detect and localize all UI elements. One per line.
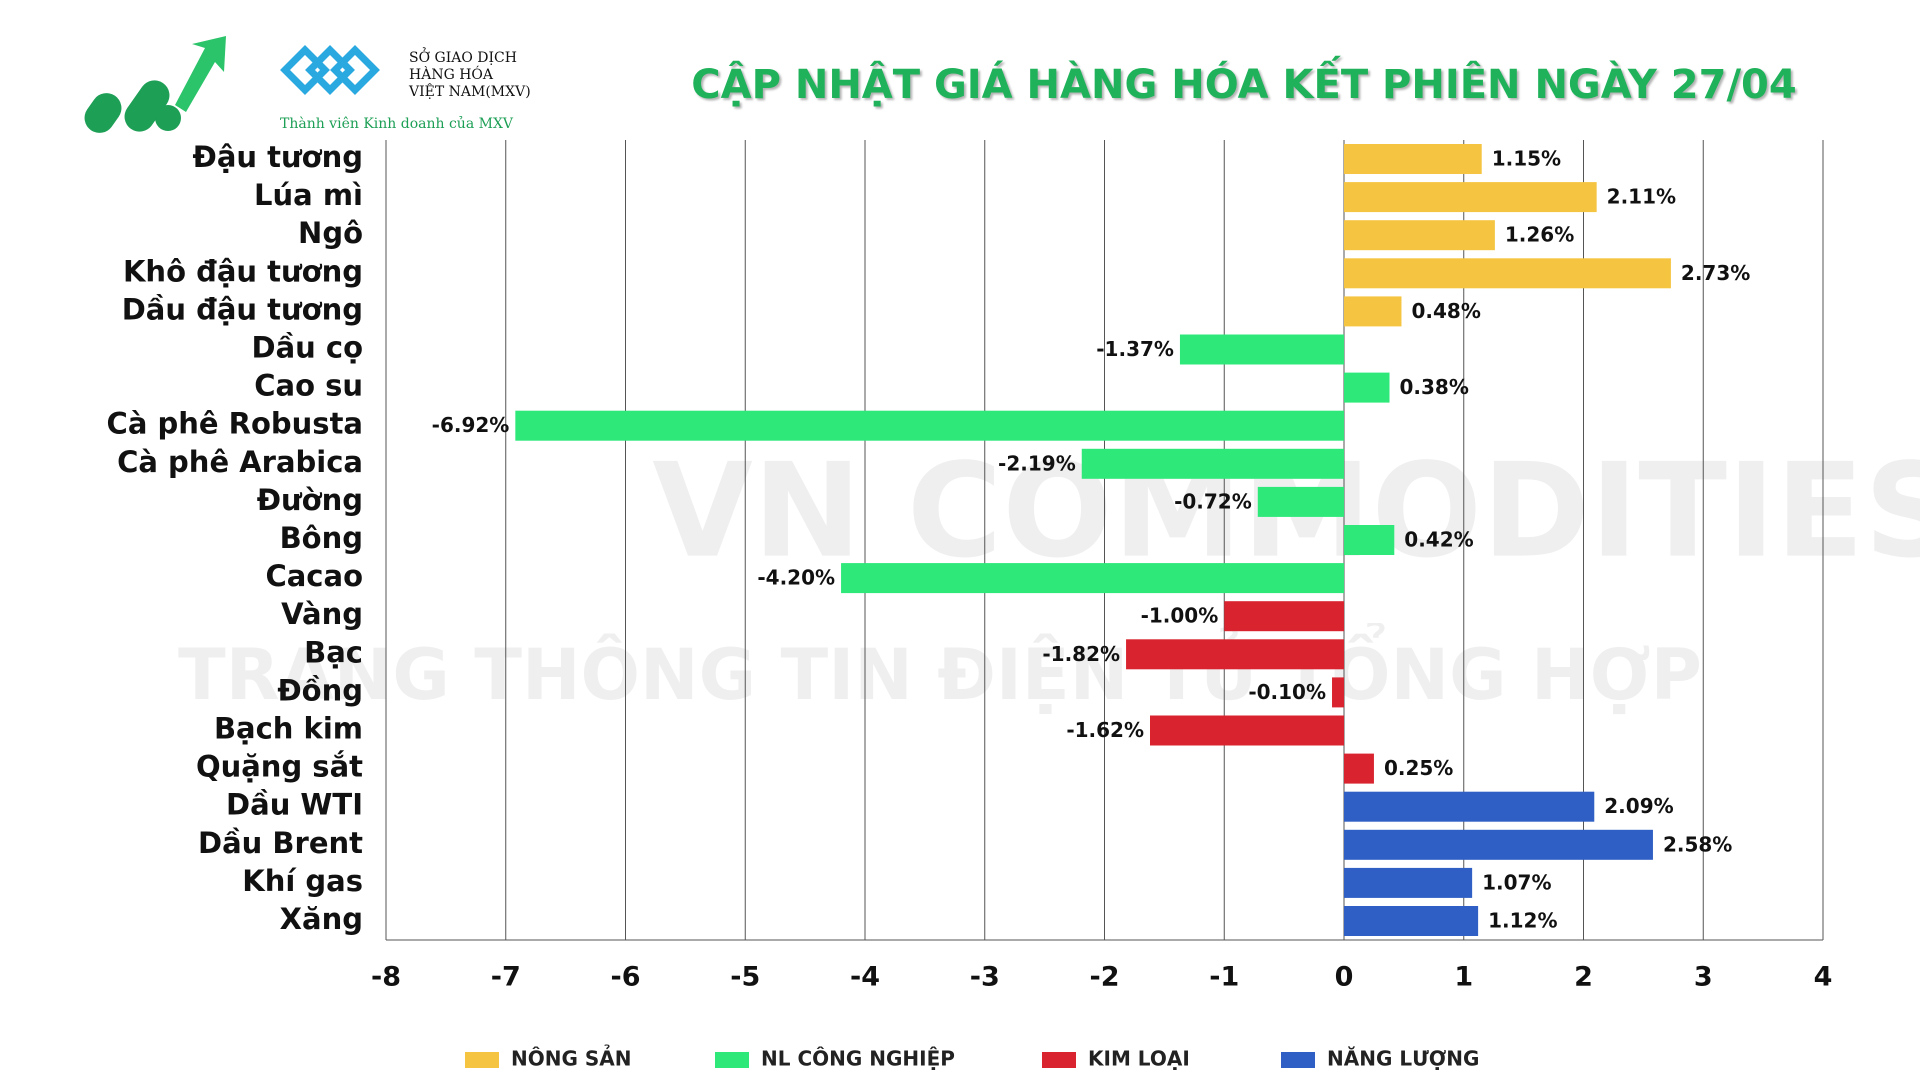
value-label: 2.11% xyxy=(1607,185,1676,209)
value-label: -1.82% xyxy=(1042,642,1120,666)
category-label: Bông xyxy=(280,521,363,555)
category-label: Dầu đậu tương xyxy=(122,292,363,326)
x-tick-label: 4 xyxy=(1814,962,1833,993)
x-tick-label: 0 xyxy=(1335,962,1354,993)
bar xyxy=(1344,867,1473,898)
legend-label: NÔNG SẢN xyxy=(511,1046,631,1071)
category-label: Đồng xyxy=(277,673,363,707)
category-label: Dầu Brent xyxy=(198,826,363,860)
x-tick-label: -7 xyxy=(491,962,521,993)
bar xyxy=(1344,906,1479,936)
bar xyxy=(1344,791,1595,822)
bar xyxy=(1081,448,1344,479)
bar xyxy=(1344,753,1374,784)
bar xyxy=(841,563,1344,594)
category-label: Dầu cọ xyxy=(252,331,364,365)
logo xyxy=(84,36,380,133)
value-label: 0.38% xyxy=(1400,375,1469,399)
logo-text: SỞ GIAO DỊCH xyxy=(409,46,517,66)
category-label: Khô đậu tương xyxy=(123,254,363,288)
bar xyxy=(1179,334,1344,365)
bar xyxy=(1344,829,1653,860)
value-label: -2.19% xyxy=(998,451,1076,475)
legend-label: KIM LOẠI xyxy=(1088,1047,1190,1071)
category-label: Quặng sắt xyxy=(196,750,363,784)
category-label: Xăng xyxy=(280,902,363,936)
logo-text: VIỆT NAM(MXV) xyxy=(408,82,531,100)
value-label: -6.92% xyxy=(432,413,510,437)
category-label: Cacao xyxy=(265,559,363,593)
value-label: -1.62% xyxy=(1066,718,1144,742)
bar xyxy=(1344,258,1671,289)
member-text: Thành viên Kinh doanh của MXV xyxy=(280,115,514,132)
category-label: Cao su xyxy=(254,369,363,403)
category-label: Lúa mì xyxy=(254,178,363,212)
bar xyxy=(1344,182,1597,213)
value-label: -4.20% xyxy=(757,566,835,590)
value-label: 0.42% xyxy=(1404,528,1473,552)
category-label: Bạch kim xyxy=(214,712,363,746)
x-tick-label: -3 xyxy=(970,962,1000,993)
bar xyxy=(1224,601,1344,632)
value-label: -0.10% xyxy=(1248,680,1326,704)
category-label: Vàng xyxy=(281,597,363,631)
value-label: -0.72% xyxy=(1174,489,1252,513)
chart-title: CẬP NHẬT GIÁ HÀNG HÓA KẾT PHIÊN NGÀY 27/… xyxy=(691,54,1796,108)
value-label: -1.37% xyxy=(1096,337,1174,361)
value-label: 2.73% xyxy=(1681,261,1750,285)
bar xyxy=(1344,372,1390,403)
value-label: 0.48% xyxy=(1411,299,1480,323)
bar xyxy=(1126,639,1344,670)
value-label: -1.00% xyxy=(1141,604,1219,628)
bar xyxy=(1257,486,1344,517)
category-label: Đậu tương xyxy=(193,140,363,174)
category-label: Đường xyxy=(257,483,363,517)
x-tick-label: -4 xyxy=(850,962,880,993)
legend-label: NĂNG LƯỢNG xyxy=(1327,1047,1479,1071)
value-label: 1.12% xyxy=(1488,909,1557,933)
value-label: 2.09% xyxy=(1604,794,1673,818)
category-label: Bạc xyxy=(304,635,363,669)
value-label: 2.58% xyxy=(1663,832,1732,856)
value-label: 1.26% xyxy=(1505,223,1574,247)
category-label: Cà phê Robusta xyxy=(107,407,363,441)
legend-label: NL CÔNG NGHIỆP xyxy=(761,1047,955,1071)
legend-swatch xyxy=(1281,1052,1315,1068)
category-label: Khí gas xyxy=(242,864,363,898)
bar xyxy=(515,410,1344,441)
legend-swatch xyxy=(465,1052,499,1068)
legend-swatch xyxy=(715,1052,749,1068)
x-tick-label: -8 xyxy=(371,962,401,993)
bar xyxy=(1344,144,1482,174)
bar xyxy=(1344,525,1395,555)
bar xyxy=(1332,677,1344,708)
x-tick-label: 3 xyxy=(1694,962,1713,993)
x-tick-label: -2 xyxy=(1090,962,1120,993)
category-label: Ngô xyxy=(298,216,363,250)
category-label: Cà phê Arabica xyxy=(117,445,363,479)
x-tick-label: -6 xyxy=(611,962,641,993)
value-label: 0.25% xyxy=(1384,756,1453,780)
value-label: 1.15% xyxy=(1492,147,1561,171)
bar xyxy=(1344,296,1402,327)
watermark: TRANG THÔNG TIN ĐIỆN TỬ TỔNG HỢP xyxy=(178,623,1702,716)
legend-swatch xyxy=(1042,1052,1076,1068)
bar xyxy=(1344,220,1495,251)
x-tick-label: 2 xyxy=(1574,962,1593,993)
x-tick-label: 1 xyxy=(1454,962,1473,993)
logo-text: HÀNG HÓA xyxy=(409,65,494,83)
category-label: Dầu WTI xyxy=(226,788,363,822)
x-tick-label: -5 xyxy=(730,962,760,993)
x-tick-label: -1 xyxy=(1209,962,1239,993)
bar xyxy=(1150,715,1344,746)
value-label: 1.07% xyxy=(1482,870,1551,894)
